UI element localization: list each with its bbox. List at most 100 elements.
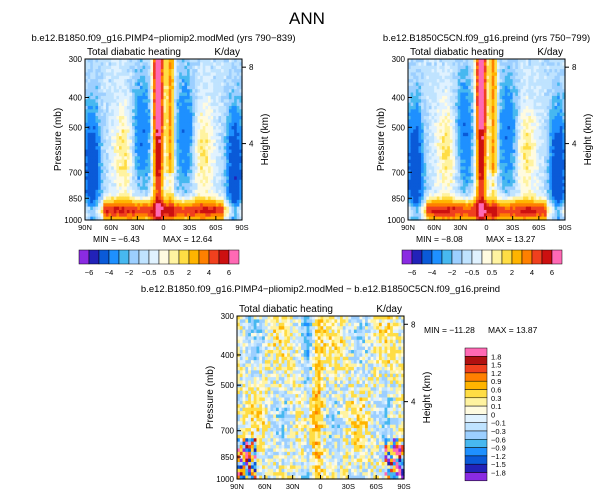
heatmap-cell bbox=[150, 59, 154, 63]
heatmap-cell bbox=[510, 199, 514, 204]
heatmap-cell bbox=[179, 119, 183, 124]
heatmap-cell bbox=[239, 136, 243, 141]
heatmap-cell bbox=[223, 149, 227, 154]
heatmap-cell bbox=[205, 122, 209, 127]
heatmap-cell bbox=[231, 109, 235, 114]
heatmap-cell bbox=[436, 149, 440, 154]
heatmap-cell bbox=[465, 199, 469, 204]
heatmap-cell bbox=[85, 206, 89, 211]
heatmap-cell bbox=[116, 152, 120, 157]
heatmap-cell bbox=[210, 99, 214, 104]
heatmap-cell bbox=[218, 169, 222, 174]
heatmap-cell bbox=[85, 105, 89, 110]
heatmap-cell bbox=[465, 75, 469, 80]
heatmap-cell bbox=[200, 179, 204, 184]
heatmap-cell bbox=[119, 75, 123, 80]
heatmap-cell bbox=[223, 213, 227, 218]
heatmap-cell bbox=[481, 146, 485, 151]
heatmap-cell bbox=[470, 196, 475, 201]
heatmap-cell bbox=[103, 176, 107, 181]
heatmap-cell bbox=[189, 166, 193, 171]
heatmap-cell bbox=[460, 85, 464, 90]
heatmap-cell bbox=[184, 152, 188, 157]
heatmap-cell bbox=[431, 162, 435, 167]
heatmap-cell bbox=[160, 213, 165, 218]
heatmap-cell bbox=[192, 69, 196, 74]
heatmap-cell bbox=[147, 216, 152, 221]
heatmap-cell bbox=[189, 176, 193, 181]
heatmap-cell bbox=[520, 75, 524, 80]
heatmap-cell bbox=[468, 206, 472, 211]
heatmap-cell bbox=[439, 82, 443, 87]
heatmap-cell bbox=[176, 59, 180, 63]
heatmap-cell bbox=[517, 75, 522, 80]
heatmap-cell bbox=[158, 75, 162, 80]
heatmap-cell bbox=[470, 92, 475, 97]
heatmap-cell bbox=[476, 69, 480, 74]
heatmap-cell bbox=[223, 79, 227, 84]
heatmap-cell bbox=[113, 139, 117, 144]
heatmap-cell bbox=[92, 216, 97, 221]
heatmap-cell bbox=[116, 102, 120, 107]
heatmap-cell bbox=[470, 109, 475, 114]
heatmap-cell bbox=[410, 146, 414, 151]
heatmap-cell bbox=[436, 89, 440, 94]
heatmap-cell bbox=[507, 136, 511, 141]
heatmap-cell bbox=[510, 203, 514, 208]
heatmap-cell bbox=[189, 199, 193, 204]
heatmap-cell bbox=[176, 189, 180, 194]
heatmap-cell bbox=[98, 65, 102, 70]
heatmap-cell bbox=[111, 99, 115, 104]
heatmap-cell bbox=[486, 109, 490, 114]
heatmap-cell bbox=[189, 95, 193, 100]
heatmap-cell bbox=[462, 146, 467, 151]
heatmap-cell bbox=[139, 206, 144, 211]
heatmap-cell bbox=[421, 126, 425, 131]
y2-axis-label: Height (km) bbox=[260, 114, 271, 166]
heatmap-cell bbox=[111, 59, 115, 63]
heatmap-cell bbox=[119, 95, 123, 100]
heatmap-cell bbox=[455, 122, 459, 127]
heatmap-cell bbox=[98, 166, 102, 171]
heatmap-cell bbox=[105, 186, 110, 191]
heatmap-cell bbox=[134, 75, 138, 80]
heatmap-cell bbox=[491, 179, 495, 184]
heatmap-cell bbox=[452, 193, 456, 198]
heatmap-cell bbox=[452, 179, 456, 184]
heatmap-cell bbox=[226, 159, 230, 164]
heatmap-cell bbox=[423, 139, 427, 144]
heatmap-cell bbox=[155, 156, 159, 161]
heatmap-cell bbox=[163, 69, 167, 74]
heatmap-cell bbox=[228, 169, 233, 174]
heatmap-cell bbox=[145, 166, 149, 171]
heatmap-cell bbox=[499, 102, 503, 107]
heatmap-cell bbox=[192, 203, 196, 208]
heatmap-cell bbox=[428, 152, 433, 157]
heatmap-cell bbox=[502, 99, 506, 104]
heatmap-cell bbox=[95, 209, 99, 214]
heatmap-cell bbox=[415, 69, 420, 74]
heatmap-cell bbox=[439, 189, 443, 194]
heatmap-cell bbox=[111, 179, 115, 184]
heatmap-cell bbox=[504, 72, 509, 77]
heatmap-cell bbox=[434, 173, 438, 177]
heatmap-cell bbox=[176, 216, 180, 221]
heatmap-cell bbox=[158, 136, 162, 141]
heatmap-cell bbox=[168, 65, 172, 70]
heatmap-cell bbox=[158, 156, 162, 161]
heatmap-cell bbox=[455, 199, 459, 204]
heatmap-cell bbox=[189, 109, 193, 114]
heatmap-cell bbox=[108, 176, 112, 181]
heatmap-cell bbox=[410, 99, 414, 104]
heatmap-cell bbox=[218, 179, 222, 184]
heatmap-cell bbox=[155, 139, 159, 144]
heatmap-cell bbox=[95, 82, 99, 87]
heatmap-cell bbox=[192, 183, 196, 188]
heatmap-cell bbox=[126, 109, 131, 114]
heatmap-cell bbox=[108, 92, 112, 97]
heatmap-cell bbox=[515, 162, 519, 167]
heatmap-cell bbox=[228, 186, 233, 191]
heatmap-cell bbox=[215, 152, 220, 157]
heatmap-cell bbox=[423, 193, 427, 198]
heatmap-cell bbox=[111, 92, 115, 97]
